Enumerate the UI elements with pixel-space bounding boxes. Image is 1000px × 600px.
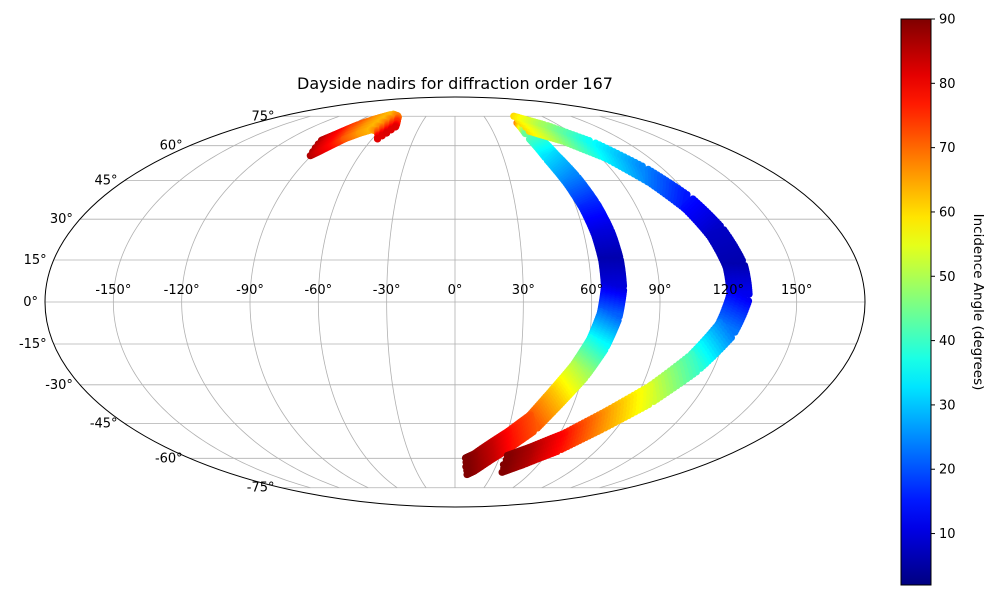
x-tick-label: 60° (580, 283, 603, 298)
y-tick-label: 0° (23, 295, 38, 310)
data-point (463, 470, 471, 479)
colorbar-tick-label: 30 (939, 398, 956, 413)
y-tick-label: 60° (160, 139, 183, 154)
scatter-points (306, 110, 753, 479)
graticule (45, 115, 865, 489)
x-tick-label: 90° (648, 283, 671, 298)
data-point (382, 129, 391, 137)
x-tick-label: -30° (373, 283, 401, 298)
data-point (731, 328, 739, 336)
x-tick-label: 120° (713, 283, 744, 298)
x-tick-label: -60° (304, 283, 332, 298)
y-tick-label: -60° (155, 451, 183, 466)
x-tick-label: 0° (448, 283, 463, 298)
colorbar-tick-label: 40 (939, 334, 956, 349)
colorbar-tick-label: 20 (939, 463, 956, 478)
data-point (462, 463, 470, 471)
data-point (745, 290, 753, 298)
x-tick-label: 30° (512, 283, 535, 298)
colorbar-tick-label: 60 (939, 205, 956, 220)
y-tick-label: 75° (251, 109, 274, 124)
x-tick-label: -120° (164, 283, 200, 298)
y-tick-label: -45° (90, 416, 118, 431)
data-point (638, 162, 646, 170)
colorbar-tick-label: 90 (939, 13, 956, 28)
x-tick-label: -90° (236, 283, 264, 298)
y-tick-labels: -75° -60° -45° -30° -15° 0° 15° 30° 45° 60° 75° (19, 109, 275, 495)
x-tick-label: 150° (781, 283, 812, 298)
x-tick-label: -150° (95, 283, 131, 298)
map-boundary (44, 96, 866, 508)
data-point (499, 461, 508, 469)
colorbar-gradient (900, 18, 932, 586)
data-point (391, 123, 400, 131)
colorbar: 10 20 30 40 50 60 70 80 90 (900, 13, 956, 586)
y-tick-label: -75° (247, 481, 275, 496)
y-tick-label: -15° (19, 337, 47, 352)
data-point (683, 190, 691, 199)
colorbar-tick-label: 70 (939, 141, 956, 156)
colorbar-tick-label: 10 (939, 527, 956, 542)
y-tick-label: -30° (45, 378, 73, 393)
colorbar-tick-label: 80 (939, 77, 956, 92)
x-tick-labels: -150° -120° -90° -60° -30° 0° 30° 60° 90° 120° 150… (95, 283, 812, 298)
data-point (585, 137, 593, 145)
y-tick-label: 30° (50, 212, 73, 227)
y-tick-label: 15° (24, 253, 47, 268)
colorbar-tick-label: 50 (939, 270, 956, 285)
y-tick-label: 45° (95, 174, 118, 189)
chart-title: Dayside nadirs for diffraction order 167 (297, 74, 613, 93)
colorbar-label: Incidence Angle (degrees) (970, 214, 986, 391)
data-point (498, 468, 506, 476)
